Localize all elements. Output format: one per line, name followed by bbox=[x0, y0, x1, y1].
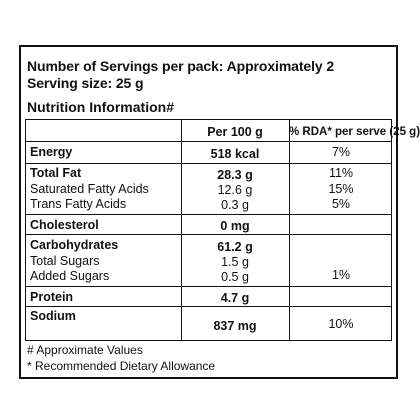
rda-saturated-fatty-acids: 15% bbox=[328, 182, 354, 196]
rda-total-fat: 11% bbox=[328, 166, 354, 180]
value-sodium: 837 mg bbox=[213, 319, 257, 333]
row-divider bbox=[26, 234, 391, 235]
value-cholesterol: 0 mg bbox=[220, 219, 250, 233]
row-divider bbox=[26, 286, 391, 287]
value-energy: 518 kcal bbox=[210, 147, 260, 161]
value-total-sugars: 1.5 g bbox=[221, 255, 249, 269]
row-label-saturated-fatty-acids: Saturated Fatty Acids bbox=[30, 182, 149, 196]
value-carbohydrates: 61.2 g bbox=[217, 240, 253, 254]
row-label-trans-fatty-acids: Trans Fatty Acids bbox=[30, 197, 127, 211]
nutrition-table: Per 100 g % RDA* per serve (25 g) Energy… bbox=[25, 119, 420, 341]
row-divider bbox=[26, 163, 391, 164]
row-label-added-sugars: Added Sugars bbox=[30, 269, 110, 283]
footnote-approximate: # Approximate Values bbox=[27, 343, 143, 357]
column-divider bbox=[181, 120, 182, 340]
serving-size: Serving size: 25 g bbox=[27, 75, 144, 91]
row-label-total-fat: Total Fat bbox=[30, 166, 82, 180]
rda-energy: 7% bbox=[331, 145, 351, 159]
column-header-rda: % RDA* per serve (25 g) bbox=[289, 126, 420, 138]
value-total-fat: 28.3 g bbox=[217, 168, 253, 182]
value-protein: 4.7 g bbox=[220, 291, 250, 305]
row-label-carbohydrates: Carbohydrates bbox=[30, 238, 119, 252]
nutrition-information-title: Nutrition Information# bbox=[27, 99, 174, 115]
value-trans-fatty-acids: 0.3 g bbox=[221, 198, 249, 212]
row-label-protein: Protein bbox=[30, 290, 74, 304]
rda-trans-fatty-acids: 5% bbox=[331, 197, 351, 211]
value-added-sugars: 0.5 g bbox=[221, 270, 249, 284]
column-header-per-100g: Per 100 g bbox=[207, 125, 263, 139]
row-divider bbox=[26, 306, 391, 307]
value-saturated-fatty-acids: 12.6 g bbox=[217, 183, 253, 197]
row-label-sodium: Sodium bbox=[30, 309, 76, 323]
row-divider bbox=[26, 214, 391, 215]
nutrition-label-panel: Number of Servings per pack: Approximate… bbox=[19, 45, 420, 379]
row-label-energy: Energy bbox=[30, 145, 73, 159]
servings-per-pack: Number of Servings per pack: Approximate… bbox=[27, 58, 335, 74]
row-divider bbox=[26, 141, 391, 142]
row-label-cholesterol: Cholesterol bbox=[30, 218, 99, 232]
footnote-rda: * Recommended Dietary Allowance bbox=[27, 359, 216, 373]
row-label-total-sugars: Total Sugars bbox=[30, 254, 100, 268]
rda-added-sugars: 1% bbox=[331, 268, 351, 282]
rda-sodium: 10% bbox=[328, 317, 354, 331]
column-divider bbox=[289, 120, 290, 340]
